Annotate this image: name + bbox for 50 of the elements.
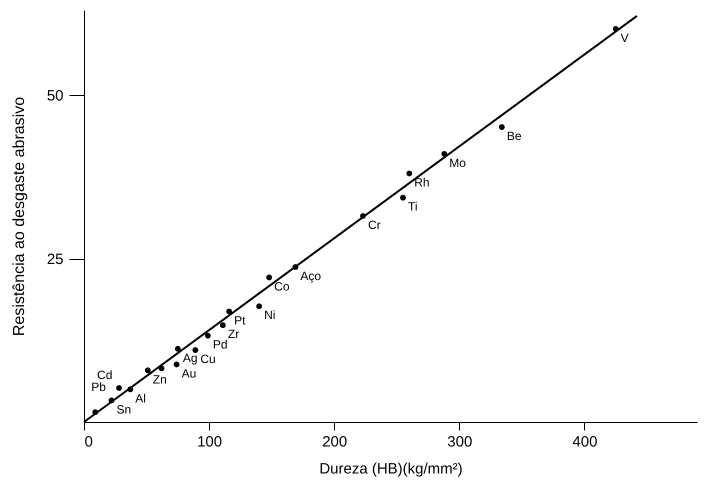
- annotation: Zr: [228, 327, 240, 342]
- point: [108, 398, 114, 404]
- annotation: Pb: [91, 380, 106, 394]
- x-tick-label: 100: [197, 434, 222, 450]
- point: [612, 26, 619, 32]
- x-tick-label: 200: [322, 434, 348, 450]
- x-tick-label: 400: [572, 434, 598, 450]
- annotation: Al: [135, 391, 146, 406]
- point: [144, 367, 151, 374]
- point: [174, 362, 180, 368]
- point: [292, 264, 298, 270]
- point: [498, 124, 505, 130]
- y-tick-label: 25: [46, 251, 64, 268]
- annotation: Sn: [116, 402, 132, 416]
- annotation: Aço: [300, 269, 322, 284]
- point: [226, 308, 232, 314]
- point: [360, 213, 366, 219]
- annotation: Cr: [368, 218, 381, 232]
- annotation: Mo: [449, 156, 466, 170]
- annotation: Au: [182, 366, 196, 380]
- point: [127, 386, 134, 392]
- annotation: Cd: [97, 368, 112, 382]
- annotation: Be: [506, 129, 522, 144]
- point: [92, 409, 98, 416]
- annotation: Ti: [408, 200, 418, 214]
- point: [266, 274, 272, 280]
- annotation: Cu: [200, 352, 216, 366]
- point: [204, 332, 211, 339]
- annotation: Pd: [212, 338, 228, 352]
- annotation: Ag: [182, 350, 198, 365]
- point: [256, 303, 262, 310]
- y-tick-label: 50: [46, 88, 64, 105]
- point: [441, 150, 448, 157]
- point: [174, 346, 181, 352]
- point: [116, 385, 122, 391]
- point: [158, 365, 164, 372]
- point: [400, 194, 406, 201]
- annotation: Zn: [152, 372, 167, 386]
- annotation: V: [620, 30, 629, 45]
- annotation: Ni: [264, 308, 276, 322]
- point: [220, 322, 226, 328]
- x-axis-title: Dureza (HB)(kg/mm²): [319, 460, 463, 478]
- point: [406, 170, 412, 176]
- annotation: Co: [274, 279, 290, 294]
- annotation: Rh: [414, 175, 430, 190]
- annotation: Pt: [234, 313, 246, 328]
- x-tick-label: 300: [447, 434, 472, 450]
- x-tick-label: 0: [84, 434, 93, 450]
- point: [192, 347, 198, 353]
- y-axis-title: Resistência ao desgaste abrasivo: [10, 96, 28, 336]
